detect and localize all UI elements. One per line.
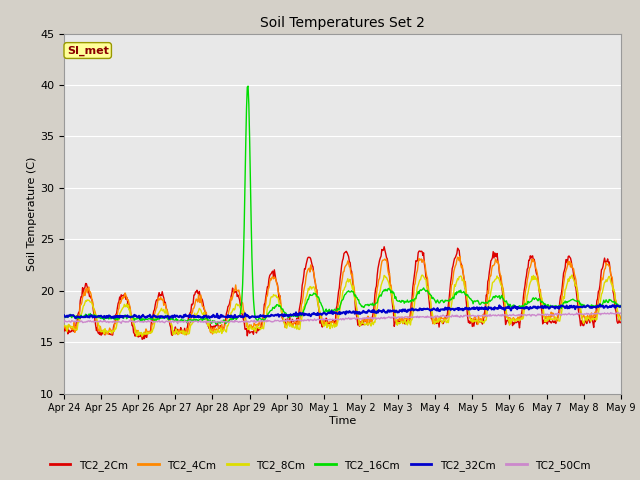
Y-axis label: Soil Temperature (C): Soil Temperature (C)	[28, 156, 37, 271]
Legend: TC2_2Cm, TC2_4Cm, TC2_8Cm, TC2_16Cm, TC2_32Cm, TC2_50Cm: TC2_2Cm, TC2_4Cm, TC2_8Cm, TC2_16Cm, TC2…	[45, 456, 595, 475]
X-axis label: Time: Time	[329, 416, 356, 426]
Text: SI_met: SI_met	[67, 46, 109, 56]
Title: Soil Temperatures Set 2: Soil Temperatures Set 2	[260, 16, 425, 30]
